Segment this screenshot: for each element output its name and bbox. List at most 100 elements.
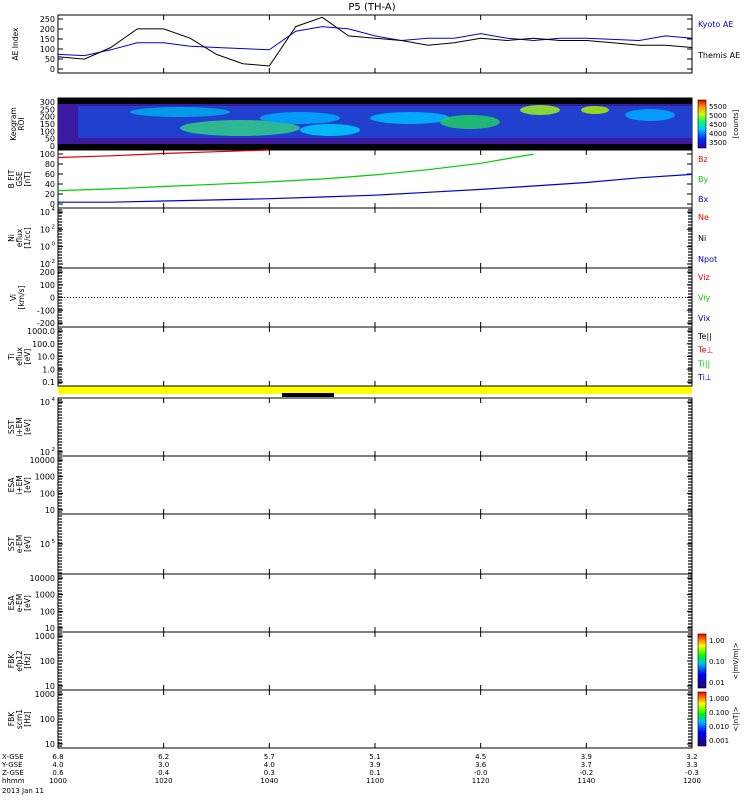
xaxis-row-value: 3.6 (475, 761, 487, 769)
xaxis-row-label: X-GSE (2, 753, 24, 761)
status-bar-segment (282, 393, 334, 397)
panel-ylabel: eflux (15, 228, 24, 247)
ytick-label: 100 (40, 45, 55, 54)
panel-ylabel: [1/cc] (23, 227, 32, 248)
legend-entry: Bz (698, 155, 708, 164)
xaxis-row-value: -0.0 (474, 769, 488, 777)
ytick-label: 40 (45, 180, 55, 189)
panel-ylabel: [km/s] (17, 285, 26, 309)
panel-ylabel: [eV] (23, 477, 32, 493)
xaxis-row-value: -0.2 (579, 769, 593, 777)
colorbar-tick: 0.01 (709, 679, 725, 687)
legend-entry: Viy (698, 294, 711, 303)
ytick-label: 100 (40, 657, 55, 666)
ytick-label: 0.1 (42, 378, 55, 387)
ytick-label: 1000.0 (27, 327, 55, 336)
panel-frame (57, 513, 693, 575)
ytick-label: 10 (45, 506, 55, 515)
ytick-label: 100 (40, 281, 55, 290)
ytick-exponent: 2 (52, 224, 56, 230)
xaxis-row-value: 0.3 (264, 769, 275, 777)
ytick-label: 200 (40, 268, 55, 277)
ytick-label: -200 (37, 319, 55, 328)
ytick-label: 10 (45, 624, 55, 633)
panel-ylabel: SST (7, 537, 16, 552)
keogram-blob (520, 105, 560, 115)
ytick-label: 100 (40, 127, 55, 136)
ytick-label: 0 (50, 142, 55, 151)
ytick-label: 0 (50, 200, 55, 209)
panel-frame (57, 573, 693, 633)
legend-entry: Kyoto AE (698, 20, 733, 29)
panel-ylabel: e-EM (15, 535, 24, 554)
keogram-image (58, 98, 692, 150)
colorbar (697, 99, 707, 149)
xaxis-row-value: 3.9 (369, 761, 380, 769)
ytick-label: 100 (40, 607, 55, 616)
ytick-label: 10 (40, 208, 50, 217)
keogram-blob (260, 112, 340, 124)
colorbar-tick: 0.001 (709, 737, 729, 745)
panel-ylabel: AE Index (11, 27, 20, 60)
keogram-blob (370, 112, 450, 124)
ytick-label: 50 (45, 55, 55, 64)
panel-ylabel: i+EM (15, 417, 24, 437)
colorbar-tick: 5500 (709, 103, 727, 111)
xaxis-date: 2013 Jan 11 (2, 787, 44, 795)
panel-sst2: SST e-EM [eV] 10 5 (7, 513, 693, 575)
panel-ylabel: Vi (9, 294, 18, 301)
keogram-blob (180, 120, 300, 136)
xaxis-row-label: hhmm (2, 777, 25, 785)
panel-ylabel: B FIT (7, 169, 16, 188)
ytick-label: 10 (40, 243, 50, 252)
panel-ylabel: e-EM (15, 594, 24, 613)
keogram-blob (300, 124, 360, 136)
panel-ylabel: Ni (7, 234, 16, 242)
colorbar-unit: <|nT|> (732, 706, 740, 731)
xaxis-row-value: 3.9 (581, 753, 592, 761)
panel-temp: Ti eflux [eV] 1000.0 100.0 10.0 1.0 0.1 Te|| Te⊥ T… (7, 326, 713, 387)
panel-ylabel: FBK (7, 711, 16, 726)
ytick-label: 20 (45, 190, 55, 199)
series-line-themis-ae (57, 16, 693, 67)
panel-fbk2: FBK scm1 [Hz] 1000 100 10 1.000 0.100 0.010 0.001… (7, 689, 740, 749)
xaxis-row-value: 3.2 (686, 753, 697, 761)
ytick-label: 0 (50, 294, 55, 303)
plot-title: P5 (TH-A) (348, 2, 395, 13)
panel-ylabel: scm1 (15, 709, 24, 729)
series-line-by (57, 153, 534, 192)
colorbar-unit: <|mV/m|> (732, 642, 740, 679)
ytick-label: 0 (50, 65, 55, 74)
xaxis-row-value: 1120 (472, 777, 490, 785)
legend-entry: Ti⊥ (697, 373, 712, 382)
keogram-blob (130, 107, 230, 117)
ytick-label: 10.0 (37, 353, 55, 362)
xaxis-row-value: 3.3 (686, 761, 697, 769)
legend-entry: Themis AE (697, 51, 740, 60)
panel-frame (57, 326, 693, 387)
keogram-blob (440, 115, 500, 129)
ytick-label: 1000 (35, 473, 55, 482)
panel-ylabel: [Hz] (23, 711, 32, 727)
ytick-label: 250 (40, 105, 55, 114)
ytick-label: 1000 (35, 690, 55, 699)
colorbar (697, 691, 707, 747)
panel-frame (57, 14, 693, 74)
panel-ylabel: efp12 (15, 650, 24, 672)
ytick-label: 100 (40, 150, 55, 159)
xaxis-row-value: 1000 (49, 777, 67, 785)
xaxis-row-value: 0.1 (369, 769, 380, 777)
xaxis-row-value: 1020 (155, 777, 173, 785)
panel-fbk1: FBK efp12 [Hz] 1000 100 10 1.00 0.10 0.01 <|mV/m|… (7, 631, 740, 691)
panel-ylabel: [eV] (23, 536, 32, 552)
ytick-label: 100 (40, 715, 55, 724)
colorbar-tick: 0.010 (709, 723, 729, 731)
colorbar-tick: 0.10 (709, 658, 725, 666)
ytick-label: 1000 (35, 632, 55, 641)
ytick-label: 300 (40, 98, 55, 107)
legend-entry: Viz (698, 273, 710, 282)
legend-entry: Ne (698, 213, 709, 222)
panel-ylabel: Keogram (9, 107, 18, 141)
